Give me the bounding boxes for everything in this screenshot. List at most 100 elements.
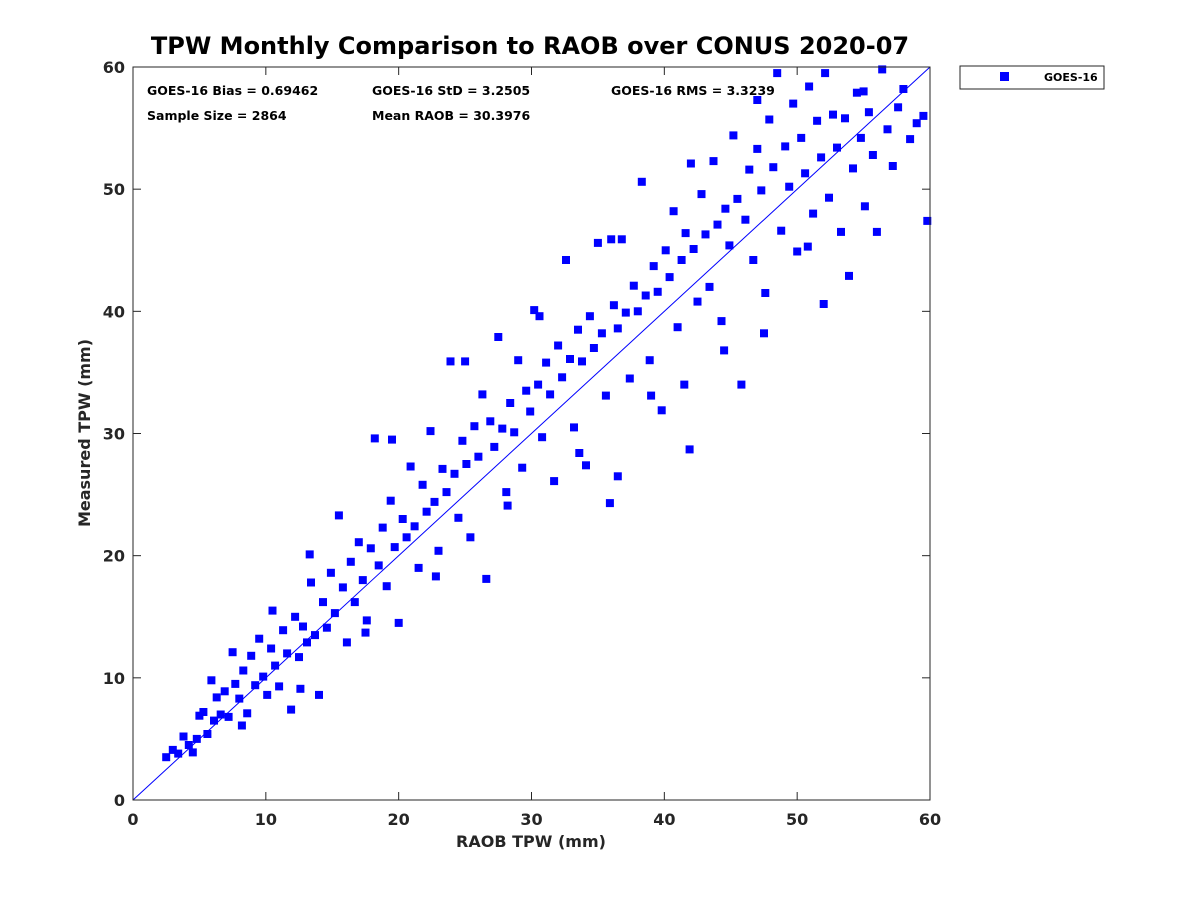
legend: GOES-16 [959,65,1105,90]
data-point [797,133,806,142]
data-point [697,190,706,199]
data-point [361,628,370,637]
data-point [760,329,768,338]
legend-square-marker-icon [1000,72,1009,81]
data-point [470,422,479,431]
data-point [247,651,256,660]
data-point [793,247,802,256]
x-tick-label: 0 [127,810,138,829]
data-point [358,576,367,585]
data-point [454,513,463,522]
data-point [174,749,183,758]
data-point [809,209,818,218]
data-point [179,732,188,741]
data-point [669,207,678,216]
data-point [899,85,908,93]
data-point [279,626,288,635]
x-axis-ticks: 0 10 20 30 40 50 60 [127,67,941,829]
data-point [878,65,887,74]
data-point [338,583,347,592]
data-point [868,151,877,159]
data-point [299,622,307,631]
data-point [203,730,212,738]
data-point [753,144,762,153]
data-point [394,618,403,627]
data-point [474,452,483,461]
data-point [239,666,248,675]
stat-rms: GOES-16 RMS = 3.3239 [611,83,775,98]
data-point [923,216,932,225]
data-point [859,87,868,96]
data-point [856,133,865,142]
data-point [673,323,682,332]
data-point [462,460,471,468]
data-point [649,262,658,271]
data-point [805,82,814,91]
data-point [677,256,686,264]
y-tick-label: 0 [114,791,125,810]
data-point [637,177,646,186]
data-point [761,289,770,297]
data-point [510,428,519,437]
data-point [665,273,674,282]
data-point [251,681,260,690]
data-point [819,300,828,308]
data-point [582,461,590,470]
data-point [422,507,431,516]
y-tick-label: 50 [103,180,125,199]
data-point [813,116,822,125]
data-point [872,227,881,236]
data-point [210,716,218,725]
data-point [578,357,586,366]
data-point [657,406,666,415]
data-point [216,710,225,719]
data-point [757,186,766,195]
data-point [168,745,177,754]
data-point [478,390,487,399]
stat-mean-raob: Mean RAOB = 30.3976 [372,108,530,123]
data-point [199,708,208,716]
data-point [228,648,237,657]
data-point [570,423,578,432]
data-point [574,325,582,334]
y-tick-label: 10 [103,669,125,688]
data-point [769,163,778,172]
data-point [466,533,475,542]
data-point [705,282,714,291]
data-point [275,682,284,691]
data-point [243,709,252,718]
data-point [192,734,201,743]
data-point [709,157,718,166]
y-tick-label: 30 [103,425,125,444]
data-point [406,462,415,471]
stat-bias: GOES-16 Bias = 0.69462 [147,83,318,98]
data-point [506,399,515,407]
data-point [821,69,830,78]
y-axis-ticks: 0 10 20 30 40 50 60 [103,58,930,810]
data-point [542,358,551,367]
data-point [613,324,622,333]
data-point [184,741,193,749]
data-point [303,638,311,647]
data-point [296,684,305,693]
data-point [849,164,857,173]
data-point [207,676,216,685]
data-point [661,246,670,255]
y-tick-label: 40 [103,302,125,321]
data-point [530,306,539,315]
data-point [906,135,915,144]
data-point [593,238,602,247]
data-point [613,472,622,481]
data-point [430,497,439,506]
data-point [546,390,555,399]
data-point [450,469,459,478]
data-point [390,543,399,552]
data-point [777,226,786,235]
data-point [490,442,499,451]
data-point [271,661,280,670]
data-point [749,256,758,264]
data-point [680,380,689,389]
data-point [255,634,264,643]
data-point [514,356,523,365]
data-point [781,142,790,151]
